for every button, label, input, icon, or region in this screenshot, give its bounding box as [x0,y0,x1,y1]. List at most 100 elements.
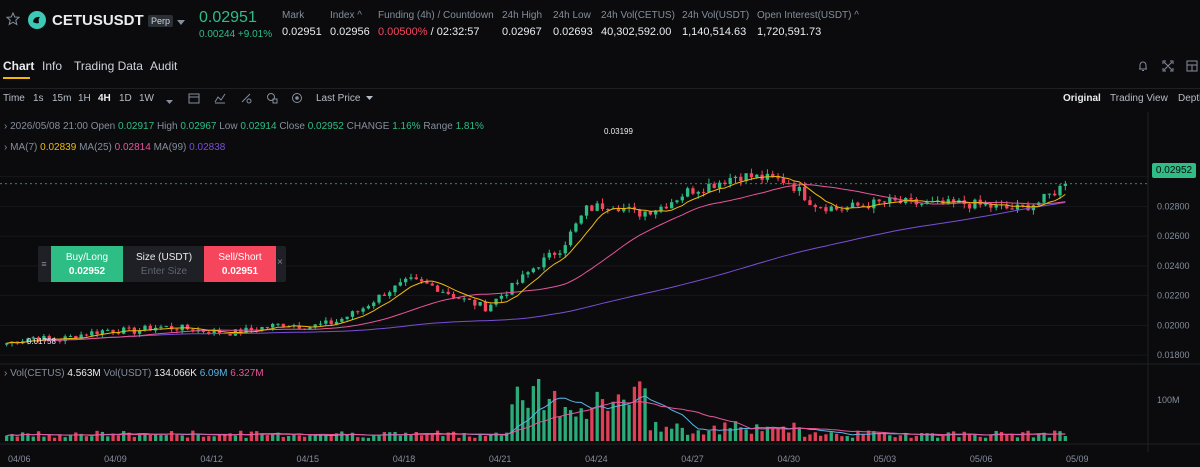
candle-body [1053,193,1057,196]
drawing-tools-icon[interactable] [240,92,252,107]
volume-bar [1047,437,1052,441]
star-icon[interactable] [5,11,21,26]
volume-bar [255,431,259,441]
tab-chart[interactable]: Chart [3,59,35,73]
volume-bar [914,436,919,441]
candle-body [755,174,759,178]
tab-info[interactable]: Info [42,59,63,73]
high-value: 0.02967 [180,121,217,132]
low-annotation: 0.01758 [27,337,56,346]
volume-bar [898,435,903,441]
layout-icon[interactable] [1186,60,1198,75]
volume-bar [797,427,801,441]
interval-1d[interactable]: 1D [119,93,132,104]
volume-bar [505,432,509,441]
volume-bar [680,427,684,441]
volume-bar [143,433,147,441]
settings-icon[interactable] [291,92,303,107]
view-trading-view[interactable]: Trading View [1110,93,1168,104]
price-type-select[interactable]: Last Price [316,93,374,104]
calendar-icon[interactable] [188,92,200,107]
symbol-name[interactable]: CETUSUSDT [52,12,144,29]
bell-icon[interactable] [1137,60,1149,75]
candle-body [973,199,977,209]
candle-body [47,335,51,339]
interval-time[interactable]: Time [3,93,25,104]
interval-1h[interactable]: 1H [78,93,91,104]
collapse-chevron-icon[interactable]: › [4,121,8,132]
volume-bar [936,437,940,441]
volume-bar [654,421,658,441]
sell-short-button[interactable]: Sell/Short 0.02951 [204,246,276,282]
candle-body [100,330,105,335]
volume-bar [760,431,764,441]
ma99-label: MA(99) [153,142,187,153]
drag-handle-icon[interactable]: ≡ [41,259,47,269]
volume-bar [116,435,121,441]
volume-tick-label: 100M [1157,395,1180,405]
volume-bar [398,435,402,441]
interval-1w[interactable]: 1W [139,93,154,104]
tab-trading-data[interactable]: Trading Data [74,59,143,73]
stat-24h-high: 24h High 0.02967 [502,10,543,38]
symbol-dropdown-icon[interactable] [177,17,185,29]
volume-bar [696,430,700,441]
candle-body [499,295,504,299]
stat-index[interactable]: Index ^ 0.02956 [330,10,370,38]
volume-bar [685,434,690,441]
volume-bar [292,433,296,441]
candle-body [749,173,754,178]
close-icon[interactable]: × [277,257,283,268]
volume-bar [1010,434,1014,441]
volume-bar [670,428,674,441]
candle-body [90,331,94,336]
expand-icon[interactable] [1162,60,1174,75]
indicators-icon[interactable] [214,92,226,107]
collapse-chevron-icon[interactable]: › [4,368,8,379]
candle-body [1021,204,1025,206]
volume-bar [42,436,46,441]
interval-4h[interactable]: 4H [98,93,111,104]
volume-bar [616,394,621,441]
tab-audit[interactable]: Audit [150,59,178,73]
interval-1s[interactable]: 1s [33,93,44,104]
volume-bar [547,398,551,441]
candle-body [579,215,583,224]
size-input[interactable]: Size (USDT) Enter Size [125,246,203,282]
chart-area[interactable]: 0.02800 0.02600 0.02400 0.02200 0.02000 0.018… [0,112,1200,467]
volume-bar [47,434,51,441]
candle-body [483,301,488,312]
stat-funding: Funding (4h) / Countdown 0.00500% / 02:3… [378,10,494,38]
candle-body [552,252,557,255]
volume-ma-b-line [6,401,1066,437]
compare-icon[interactable] [266,92,278,107]
volume-bar [1015,437,1020,441]
candle-body [606,209,610,211]
stat-open-interest[interactable]: Open Interest(USDT) ^ 1,720,591.73 [757,10,859,38]
candle-body [994,204,998,208]
volume-bar [1031,437,1036,441]
candlestick-chart[interactable]: 0.02800 0.02600 0.02400 0.02200 0.02000 0.018… [0,112,1200,467]
more-intervals-icon[interactable] [166,96,173,108]
volume-bar [568,410,573,441]
volume-bar [728,428,732,441]
volume-bar [930,433,934,441]
candle-body [872,199,876,209]
collapse-chevron-icon[interactable]: › [4,142,8,153]
candle-body [260,326,264,331]
volume-bar [441,436,445,441]
candle-body [52,338,57,341]
interval-15m[interactable]: 15m [52,93,72,104]
volume-bar [36,431,41,441]
volume-bar [148,434,152,441]
ma7-line [6,175,1066,344]
buy-long-button[interactable]: Buy/Long 0.02952 [51,246,123,282]
candle-body [313,324,317,328]
view-original[interactable]: Original [1063,93,1101,104]
candle-body [42,335,46,342]
volume-bar [74,432,78,441]
view-depth[interactable]: Depth [1178,93,1200,104]
volume-bar [510,404,514,441]
volume-bar [90,436,94,441]
candle-body [850,202,855,208]
